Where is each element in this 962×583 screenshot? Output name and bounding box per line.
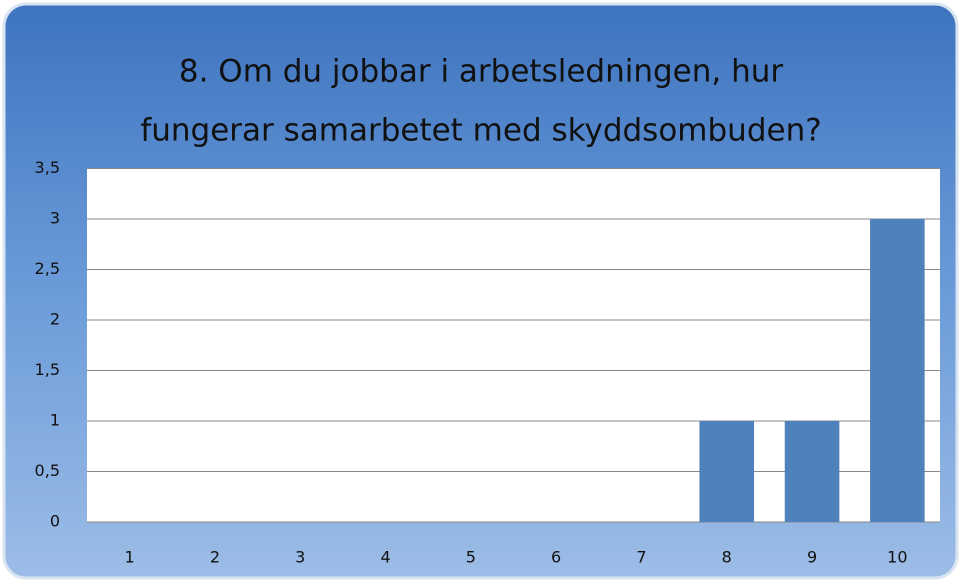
chart-title: fungerar samarbetet med skyddsombuden? [140,113,821,149]
y-tick-label: 0,5 [35,461,60,480]
x-tick-label: 6 [551,548,561,567]
x-tick-label: 2 [210,548,220,567]
y-tick-label: 0 [50,512,60,531]
x-tick-label: 5 [466,548,476,567]
x-tick-label: 3 [295,548,305,567]
y-tick-label: 3,5 [35,158,60,177]
y-tick-label: 3 [50,209,60,228]
x-tick-label: 8 [722,548,732,567]
bar [870,219,925,522]
bar [699,421,755,522]
chart-title: 8. Om du jobbar i arbetsledningen, hur [179,54,784,90]
y-tick-label: 1 [50,411,60,430]
bar [784,421,840,522]
y-tick-label: 2 [50,310,60,329]
x-tick-label: 7 [636,548,646,567]
x-tick-label: 10 [887,548,907,567]
x-tick-label: 4 [380,548,390,567]
x-tick-label: 1 [125,548,135,567]
y-tick-label: 1,5 [35,360,60,379]
y-tick-label: 2,5 [35,259,60,278]
x-tick-label: 9 [807,548,817,567]
